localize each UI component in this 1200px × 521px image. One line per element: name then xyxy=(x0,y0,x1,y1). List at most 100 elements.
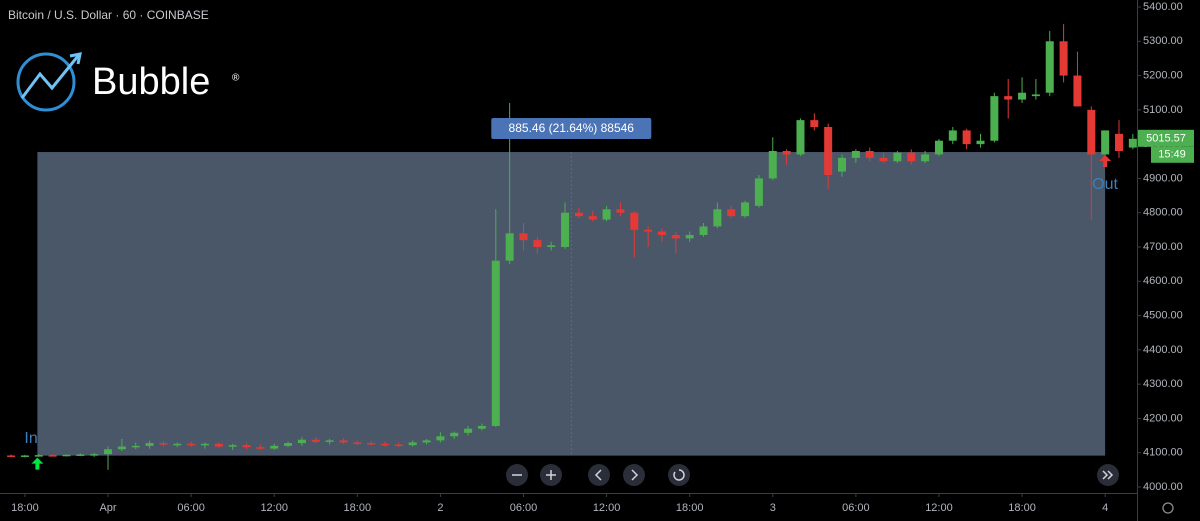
y-tick-label: 5300.00 xyxy=(1143,35,1183,47)
x-tick-label: 2 xyxy=(437,502,443,514)
logo: Bubble ® xyxy=(16,52,240,112)
scroll-left-button[interactable] xyxy=(588,464,610,486)
candle-body xyxy=(754,178,763,206)
countdown-box xyxy=(1151,146,1194,163)
x-tick-label: 18:00 xyxy=(11,502,39,514)
y-tick-label: 4700.00 xyxy=(1143,241,1183,253)
x-tick-label: 18:00 xyxy=(676,502,704,514)
candle-body xyxy=(768,150,777,179)
candle-body xyxy=(907,152,916,162)
candle-body xyxy=(408,442,417,446)
candle-body xyxy=(962,130,971,145)
candle-body xyxy=(422,440,431,443)
y-tick-label: 5100.00 xyxy=(1143,104,1183,116)
candle-body xyxy=(699,226,708,235)
y-tick-label: 4200.00 xyxy=(1143,412,1183,424)
candle-body xyxy=(1087,109,1096,155)
entry-label: In xyxy=(24,430,37,447)
y-tick-label: 4500.00 xyxy=(1143,309,1183,321)
candle-body xyxy=(851,150,860,158)
candle-body xyxy=(741,202,750,217)
candle-body xyxy=(200,443,209,446)
candle-body xyxy=(48,455,57,457)
position-summary-box xyxy=(491,118,652,140)
scroll-end-icon xyxy=(1102,470,1114,480)
candle-body xyxy=(7,455,16,457)
exit-arrow xyxy=(1099,155,1112,168)
scroll-left-icon xyxy=(594,469,602,481)
candle-body xyxy=(34,455,43,457)
candle-body xyxy=(976,140,985,145)
candle-body xyxy=(824,126,833,175)
x-tick-label: 12:00 xyxy=(260,502,288,514)
y-tick-label: 4600.00 xyxy=(1143,275,1183,287)
candle-body xyxy=(796,120,805,155)
y-tick-label: 4300.00 xyxy=(1143,378,1183,390)
position-summary: 885.46 (21.64%) 88546 xyxy=(509,121,635,135)
y-tick-label: 4000.00 xyxy=(1143,481,1183,493)
candle-body xyxy=(270,445,279,449)
x-tick-label: 12:00 xyxy=(925,502,953,514)
candle-body xyxy=(519,233,528,241)
candle-body xyxy=(394,444,403,446)
candle-body xyxy=(284,443,293,446)
x-tick-label: 4 xyxy=(1102,502,1108,514)
candle-body xyxy=(159,443,168,445)
candle-body xyxy=(117,446,126,450)
candle-body xyxy=(477,425,486,429)
reset-button[interactable] xyxy=(668,464,690,486)
exit-label: Out xyxy=(1092,176,1118,193)
x-tick-label: Apr xyxy=(99,502,116,514)
candle-body xyxy=(339,440,348,443)
candle-body xyxy=(865,150,874,158)
candle-body xyxy=(1059,41,1068,76)
zoom-in-icon xyxy=(546,470,556,480)
y-tick-label: 4100.00 xyxy=(1143,447,1183,459)
logo-text: Bubble xyxy=(92,61,210,103)
candle-body xyxy=(1018,92,1027,100)
scroll-right-button[interactable] xyxy=(623,464,645,486)
candle-body xyxy=(145,443,154,446)
candle-body xyxy=(893,152,902,162)
countdown: 15:49 xyxy=(1158,149,1186,161)
x-tick-label: 18:00 xyxy=(1008,502,1036,514)
chart-title: Bitcoin / U.S. Dollar · 60 · COINBASE xyxy=(8,8,209,22)
candle-body xyxy=(1004,96,1013,100)
y-tick-label: 5400.00 xyxy=(1143,1,1183,13)
candle-body xyxy=(671,234,680,239)
candle-body xyxy=(1114,133,1123,151)
candle-body xyxy=(921,154,930,162)
candle-body xyxy=(713,209,722,227)
candle-body xyxy=(547,245,556,247)
candle-body xyxy=(561,212,570,247)
x-tick-label: 3 xyxy=(770,502,776,514)
candle-body xyxy=(574,212,583,217)
candle-body xyxy=(187,443,196,446)
candle-body xyxy=(838,157,847,172)
candle-body xyxy=(381,443,390,446)
candle-body xyxy=(727,209,736,217)
candle-body xyxy=(297,439,306,444)
candle-body xyxy=(256,447,265,449)
candle-body xyxy=(934,140,943,155)
y-tick-label: 5200.00 xyxy=(1143,69,1183,81)
candle-body xyxy=(644,229,653,232)
reset-icon xyxy=(673,469,685,481)
candle-body xyxy=(173,443,182,446)
candle-body xyxy=(131,445,140,448)
settings-button[interactable] xyxy=(1162,502,1174,514)
logo-arrow xyxy=(69,52,82,65)
logo-registered: ® xyxy=(232,73,240,84)
candle-body xyxy=(311,439,320,442)
navigation xyxy=(506,464,1174,514)
candle-body xyxy=(588,216,597,220)
x-tick-label: 06:00 xyxy=(177,502,205,514)
candle-body xyxy=(242,445,251,448)
candle-body xyxy=(325,440,334,442)
y-tick-label: 4900.00 xyxy=(1143,172,1183,184)
candle-body xyxy=(1031,94,1040,97)
candle-body xyxy=(505,233,514,261)
x-tick-label: 06:00 xyxy=(510,502,538,514)
x-tick-label: 18:00 xyxy=(344,502,372,514)
